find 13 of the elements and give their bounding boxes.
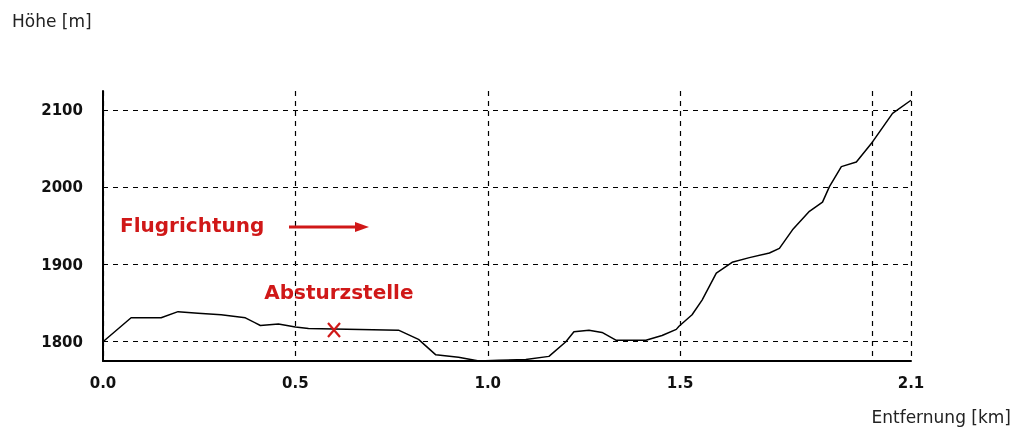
- x-tick-label: 1.0: [474, 373, 502, 392]
- x-tick-label: 0.0: [89, 373, 117, 392]
- annotation: Absturzstelle: [264, 280, 414, 305]
- x-tick-label: 0.5: [282, 373, 309, 392]
- annotation: Flugrichtung: [120, 213, 265, 237]
- x-tick-label: 1.5: [666, 373, 694, 392]
- y-tick-label: 2100: [41, 101, 83, 120]
- y-tick-label: 1900: [41, 255, 83, 274]
- y-axis-title: Höhe [m]: [12, 10, 92, 31]
- y-tick-label: 2000: [41, 178, 83, 197]
- y-tick-label: 1800: [41, 332, 83, 351]
- x-tick-label: 2.1: [897, 373, 925, 392]
- x-axis-title: Entfernung [km]: [871, 406, 1012, 427]
